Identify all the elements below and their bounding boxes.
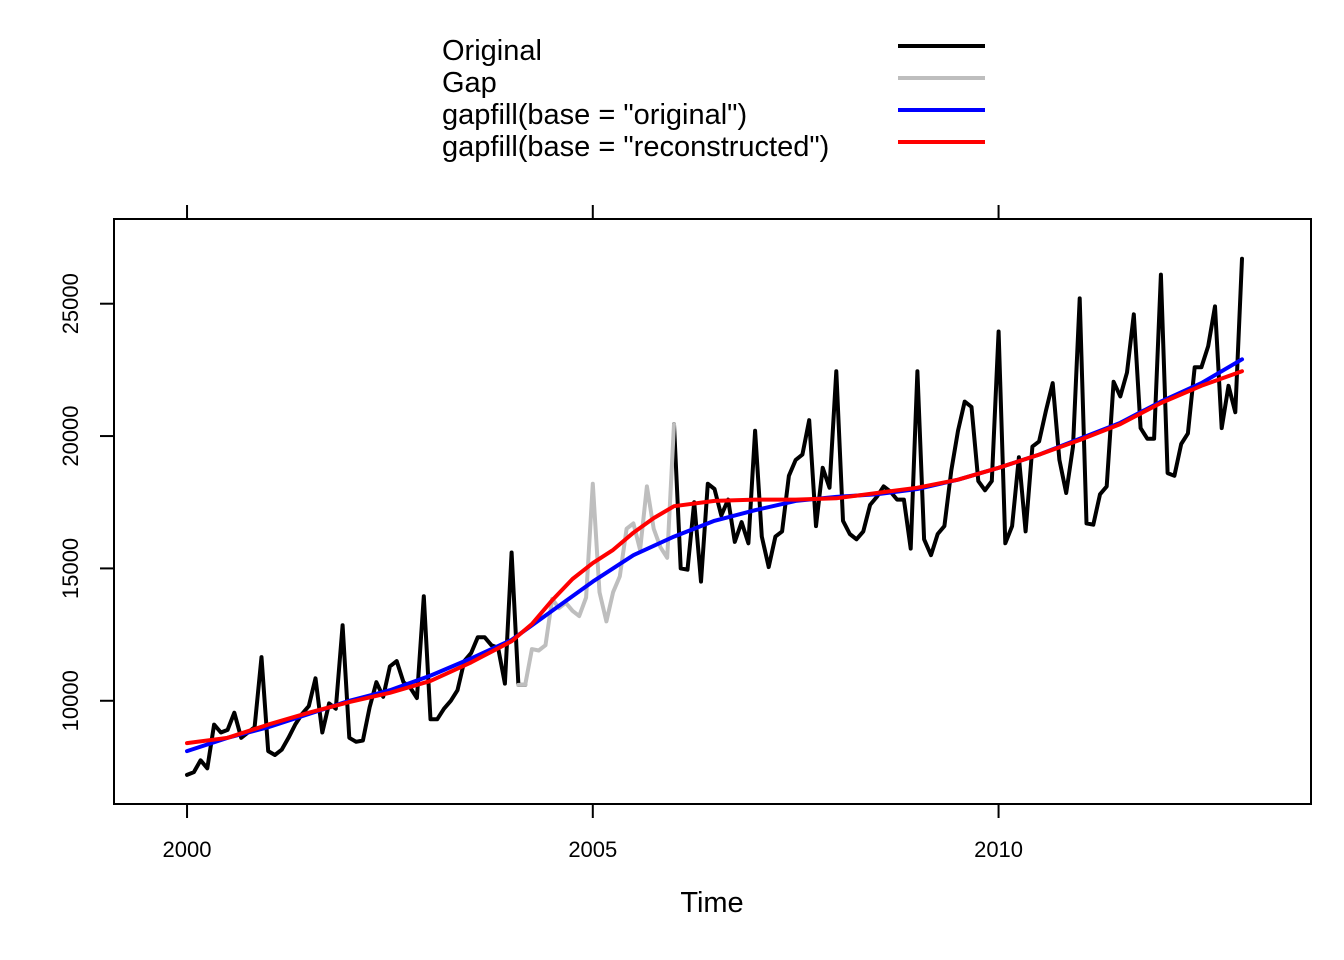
y-tick-label: 10000 bbox=[58, 670, 83, 731]
series-line-original bbox=[185, 256, 1244, 777]
y-tick-label: 20000 bbox=[58, 405, 83, 466]
x-tick-label: 2010 bbox=[974, 837, 1023, 862]
legend-label: gapfill(base = "reconstructed") bbox=[442, 131, 829, 163]
legend-label: Original bbox=[442, 35, 542, 67]
legend-label: gapfill(base = "original") bbox=[442, 99, 747, 131]
x-tick-label: 2005 bbox=[568, 837, 617, 862]
legend-label: Gap bbox=[442, 67, 497, 99]
series-layer bbox=[185, 256, 1244, 777]
plot-area-border bbox=[113, 218, 1312, 805]
y-tick-label: 15000 bbox=[58, 538, 83, 599]
axes: 2000 2005 2010 10000 15000 20000 25000 bbox=[58, 205, 1023, 862]
x-tick-label: 2000 bbox=[163, 837, 212, 862]
series-line-gap bbox=[516, 422, 676, 687]
y-tick-label: 25000 bbox=[58, 273, 83, 334]
x-axis-label: Time bbox=[680, 887, 743, 919]
series-line-gapfill-base-reconstructed bbox=[185, 369, 1244, 746]
